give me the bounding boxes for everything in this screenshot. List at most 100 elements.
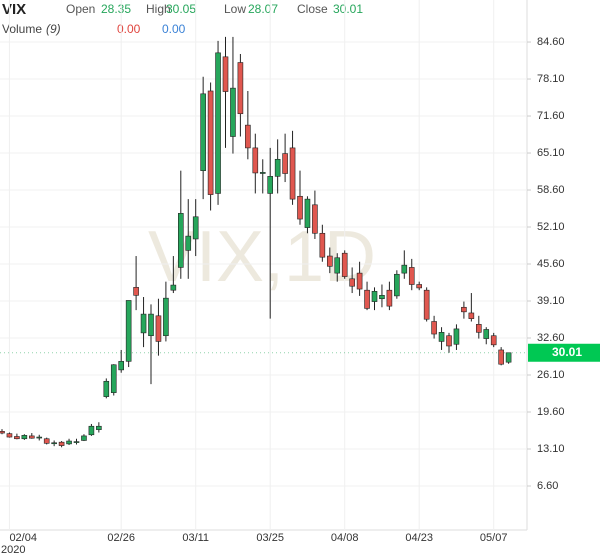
candle-body: [222, 56, 229, 92]
candle-body: [28, 435, 35, 439]
candle-body: [21, 435, 28, 440]
candle-body: [192, 216, 199, 240]
x-tick-label: 05/07: [480, 532, 508, 544]
candle-body: [215, 52, 221, 194]
candle-body: [81, 435, 87, 441]
last-price-badge: [528, 343, 600, 362]
candle-body: [252, 147, 259, 174]
candle-body: [364, 289, 370, 309]
ohlc-value: 30.05: [166, 2, 196, 16]
candle-body: [490, 335, 497, 346]
candle-body: [468, 312, 475, 319]
candle-body: [408, 267, 415, 285]
candle-body: [401, 264, 408, 274]
candle-body: [163, 297, 169, 337]
watermark: VIX,1D: [148, 217, 376, 297]
year-label: 2020: [1, 544, 25, 556]
candle-body: [461, 306, 467, 313]
x-tick-label: 04/08: [331, 532, 359, 544]
y-tick-label: 6.60: [537, 480, 558, 492]
y-tick-label: 32.60: [537, 332, 565, 344]
candle-body: [73, 441, 80, 443]
candle-body: [133, 287, 139, 296]
candle-body: [379, 295, 385, 300]
candle-body: [274, 158, 281, 177]
candle-body: [356, 272, 363, 290]
candle-body: [66, 440, 72, 445]
candle-body: [334, 257, 341, 274]
candle-body: [289, 147, 296, 200]
y-tick-label: 65.10: [537, 147, 565, 159]
candle-body: [178, 213, 184, 268]
candle-body: [446, 335, 452, 347]
candle-body: [304, 198, 311, 228]
indicator-reading: 0.00: [117, 22, 141, 36]
x-tick-label: 03/25: [256, 532, 284, 544]
candle-body: [267, 176, 274, 194]
candle-body: [58, 441, 65, 446]
x-tick-label: 02/04: [9, 532, 37, 544]
indicator-name: Volume: [2, 22, 42, 36]
candle-body: [349, 278, 355, 287]
candle-body: [170, 284, 177, 291]
candle-body: [43, 438, 50, 444]
y-tick-label: 45.60: [537, 258, 565, 270]
candle-body: [118, 361, 124, 371]
candle-body: [453, 328, 460, 345]
y-tick-label: 71.60: [537, 110, 565, 122]
candle-body: [6, 433, 13, 438]
y-tick-label: 39.10: [537, 295, 565, 307]
ohlc-value: 30.01: [333, 2, 363, 16]
candle-body: [326, 255, 333, 267]
candle-body: [110, 364, 117, 393]
y-tick-label: 52.10: [537, 221, 565, 233]
candle-body: [207, 90, 214, 195]
indicator-param: (9): [46, 22, 61, 36]
candle-body: [386, 289, 393, 307]
candle-body: [125, 300, 132, 362]
y-tick-label: 78.10: [537, 73, 565, 85]
candle-body: [319, 232, 326, 258]
candle-body: [498, 349, 504, 365]
candle-body: [96, 425, 102, 430]
low-label: Low: [224, 2, 246, 16]
y-tick-label: 13.10: [537, 443, 565, 455]
candle-body: [230, 87, 236, 137]
x-tick-label: 02/26: [107, 532, 135, 544]
candle-body: [282, 153, 288, 174]
candle-body: [394, 273, 400, 297]
candle-body: [438, 332, 445, 342]
candle-body: [312, 204, 318, 234]
x-tick-label: 03/11: [182, 532, 209, 544]
candle-body: [36, 436, 43, 439]
candle-body: [475, 324, 482, 333]
last-price-label: 30.01: [552, 345, 582, 359]
candle-body: [140, 313, 147, 334]
y-tick-label: 19.60: [537, 406, 565, 418]
y-tick-label: 26.10: [537, 369, 565, 381]
candle-body: [185, 235, 192, 251]
open-label: Open: [66, 2, 95, 16]
y-tick-label: 84.60: [537, 36, 565, 48]
close-label: Close: [297, 2, 328, 16]
candle-body: [0, 431, 5, 434]
candle-body: [200, 93, 206, 171]
candle-body: [341, 252, 348, 277]
y-tick-label: 58.60: [537, 184, 565, 196]
candle-body: [297, 195, 303, 220]
ohlc-value: 28.07: [248, 2, 278, 16]
candle-body: [259, 172, 266, 174]
chart-title: VIX: [2, 1, 26, 18]
ohlc-value: 28.35: [101, 2, 131, 16]
candle-body: [245, 124, 251, 149]
candle-body: [155, 315, 162, 342]
candle-body: [431, 321, 437, 335]
x-tick-label: 04/23: [405, 532, 433, 544]
indicator-reading: 0.00: [162, 22, 186, 36]
high-label: High: [146, 2, 171, 16]
candle-body: [423, 289, 430, 320]
candle-body: [505, 352, 512, 363]
candle-body: [237, 62, 244, 115]
